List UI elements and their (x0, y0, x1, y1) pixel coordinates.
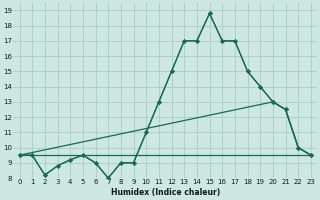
X-axis label: Humidex (Indice chaleur): Humidex (Indice chaleur) (111, 188, 220, 197)
